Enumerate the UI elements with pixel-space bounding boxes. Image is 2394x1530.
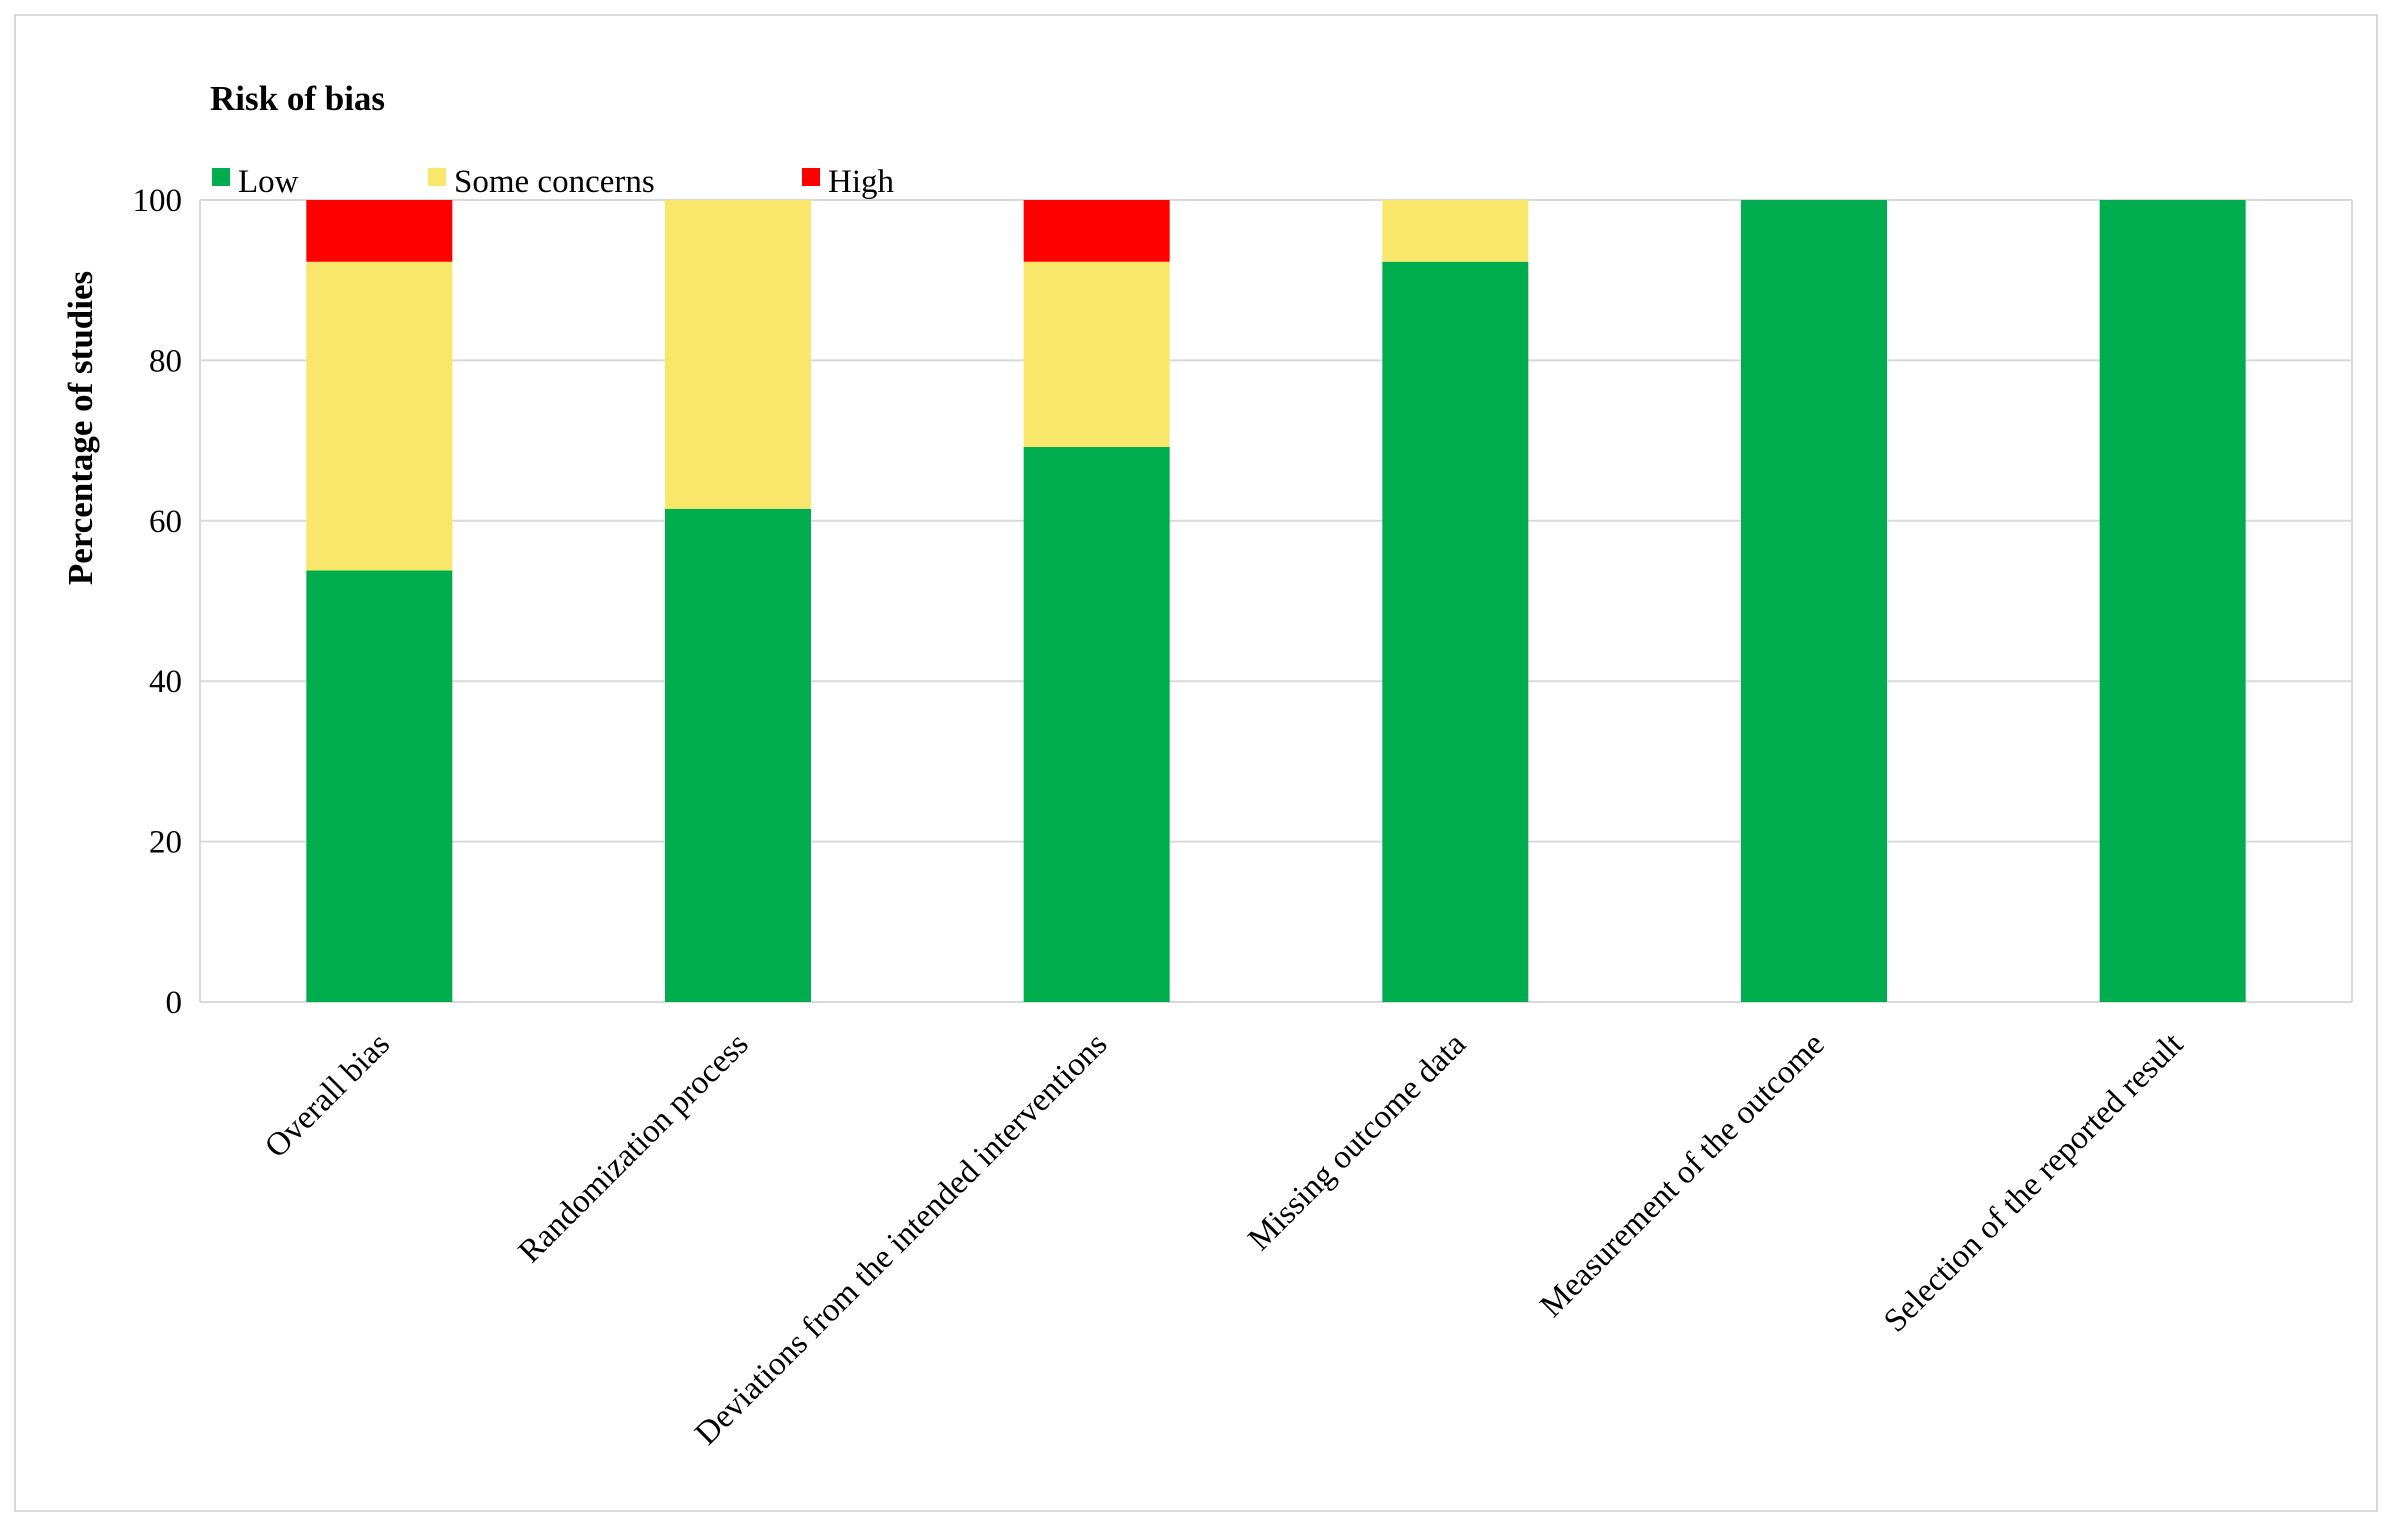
- bar-overall-bias-some-concerns: [306, 261, 453, 571]
- legend: Low Some concerns High: [212, 164, 895, 200]
- chart-frame: Risk of bias Percentage of studies Low So…: [14, 14, 2378, 1512]
- bar-missing-outcome-data-low: [1382, 261, 1529, 1002]
- risk-of-bias-chart: Risk of bias Percentage of studies Low So…: [61, 79, 2353, 1452]
- x-tick-label-overall-bias: Overall bias: [258, 1026, 397, 1165]
- bar-deviations-from-the-intended-interventions-high: [1023, 200, 1170, 262]
- gridlines: [199, 199, 2353, 1003]
- x-tick-label-deviations-from-the-intended-interventions: Deviations from the intended interventio…: [688, 1026, 1114, 1452]
- chart-title: Risk of bias: [210, 79, 385, 118]
- x-tick-label-selection-of-the-reported-result: Selection of the reported result: [1877, 1026, 2190, 1339]
- bar-randomization-process-some-concerns: [665, 200, 811, 509]
- legend-label-high: High: [828, 164, 895, 200]
- y-tick-label-60: 60: [149, 504, 182, 540]
- y-tick-label-40: 40: [149, 664, 182, 700]
- y-tick-labels: 0 20 40 60 80 100: [133, 183, 183, 1021]
- y-tick-label-80: 80: [149, 343, 182, 379]
- x-tick-label-missing-outcome-data: Missing outcome data: [1241, 1026, 1473, 1258]
- bar-missing-outcome-data-some-concerns: [1382, 200, 1529, 262]
- bar-overall-bias-low: [306, 570, 453, 1002]
- y-tick-label-100: 100: [133, 183, 183, 219]
- legend-swatch-low: [212, 168, 230, 186]
- bar-randomization-process-low: [665, 508, 811, 1002]
- bars: [306, 200, 2246, 1002]
- bar-selection-of-the-reported-result-low: [2099, 200, 2246, 1002]
- y-tick-label-0: 0: [166, 985, 183, 1021]
- bar-deviations-from-the-intended-interventions-low: [1023, 447, 1170, 1002]
- y-axis-label: Percentage of studies: [61, 271, 100, 585]
- bar-overall-bias-high: [306, 200, 453, 262]
- legend-swatch-some-concerns: [428, 168, 446, 186]
- x-tick-label-measurement-of-the-outcome: Measurement of the outcome: [1533, 1026, 1831, 1324]
- legend-label-some-concerns: Some concerns: [454, 164, 655, 200]
- bar-deviations-from-the-intended-interventions-some-concerns: [1023, 261, 1170, 448]
- legend-swatch-high: [802, 168, 820, 186]
- legend-label-low: Low: [238, 164, 299, 200]
- x-tick-label-randomization-process: Randomization process: [512, 1026, 756, 1270]
- x-tick-labels: Overall bias Randomization processDeviati…: [258, 1026, 2190, 1452]
- y-tick-label-20: 20: [149, 825, 182, 861]
- bar-measurement-of-the-outcome-low: [1741, 200, 1887, 1002]
